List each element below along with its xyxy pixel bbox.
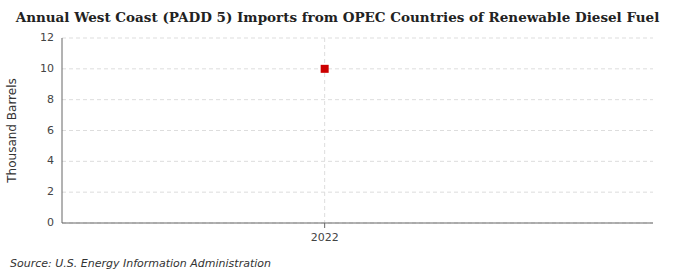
- y-tick-label: 0: [47, 216, 54, 229]
- y-tick-label: 2: [47, 185, 54, 198]
- axes: 0 2 4 6 8 10 12 2022: [40, 31, 653, 244]
- y-tick-label: 10: [40, 62, 54, 75]
- y-grid-line: [62, 99, 653, 100]
- y-axis-line: [62, 38, 63, 223]
- data-points: [321, 65, 329, 73]
- chart-svg: 0 2 4 6 8 10 12 2022 Thousand Barrels Annual West…: [0, 0, 675, 275]
- x-tick: [324, 223, 325, 228]
- y-tick-label: 12: [40, 31, 54, 44]
- data-point: [321, 65, 329, 73]
- y-tick-label: 8: [47, 93, 54, 106]
- y-axis-label: Thousand Barrels: [5, 78, 19, 183]
- grid: [62, 38, 653, 223]
- y-tick-label: 6: [47, 124, 54, 137]
- chart-title: Annual West Coast (PADD 5) Imports from …: [15, 9, 660, 25]
- source-note: Source: U.S. Energy Information Administ…: [10, 257, 271, 270]
- y-grid-line: [62, 130, 653, 131]
- chart-container: 0 2 4 6 8 10 12 2022 Thousand Barrels Annual West…: [0, 0, 675, 275]
- y-grid-line: [62, 161, 653, 162]
- y-tick-label: 4: [47, 154, 54, 167]
- y-grid-line: [62, 192, 653, 193]
- y-grid-line: [62, 223, 653, 224]
- y-grid-line: [62, 38, 653, 39]
- x-axis-line: [62, 223, 653, 224]
- y-grid-line: [62, 68, 653, 69]
- x-tick-label: 2022: [311, 231, 339, 244]
